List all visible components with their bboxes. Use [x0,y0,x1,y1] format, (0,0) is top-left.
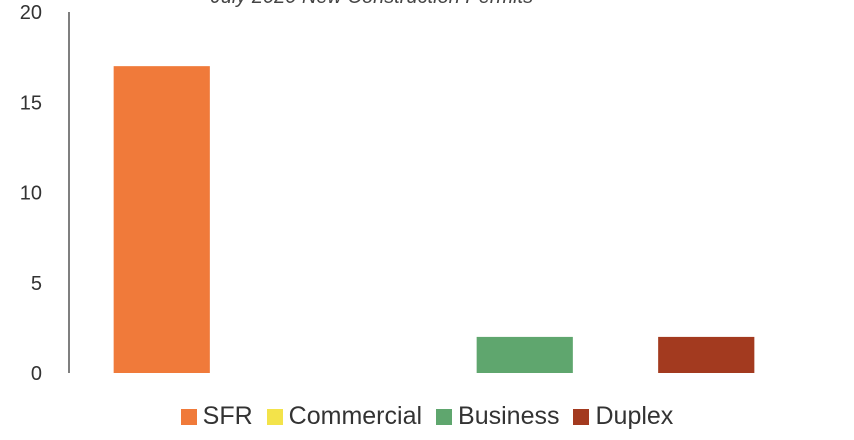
legend-item-business: Business [436,402,559,431]
chart-title: July 2020 New Construction Permits [210,0,533,8]
bar-duplex [658,336,755,373]
legend-item-commercial: Commercial [266,402,423,431]
y-tick-label-15: 15 [20,92,42,114]
bar-business [476,336,573,373]
legend-swatch-business [436,408,453,425]
legend-label-duplex: Duplex [595,402,674,430]
y-tick-label-20: 20 [20,2,42,24]
bars-group [113,66,755,374]
y-tick-label-5: 5 [31,273,42,295]
y-tick-labels: 0 5 10 15 20 [20,2,42,385]
legend-label-commercial: Commercial [288,402,423,430]
bar-sfr [113,66,210,374]
legend-label-sfr: SFR [202,402,253,430]
legend-swatch-duplex [573,408,590,425]
legend-item-sfr: SFR [180,402,253,431]
legend-item-duplex: Duplex [573,402,673,431]
y-tick-label-0: 0 [31,363,42,385]
y-tick-label-10: 10 [20,183,42,205]
legend-swatch-sfr [180,408,197,425]
legend: SFR Commercial Business Duplex [0,402,854,431]
legend-label-business: Business [458,402,560,430]
legend-swatch-commercial [266,408,283,425]
